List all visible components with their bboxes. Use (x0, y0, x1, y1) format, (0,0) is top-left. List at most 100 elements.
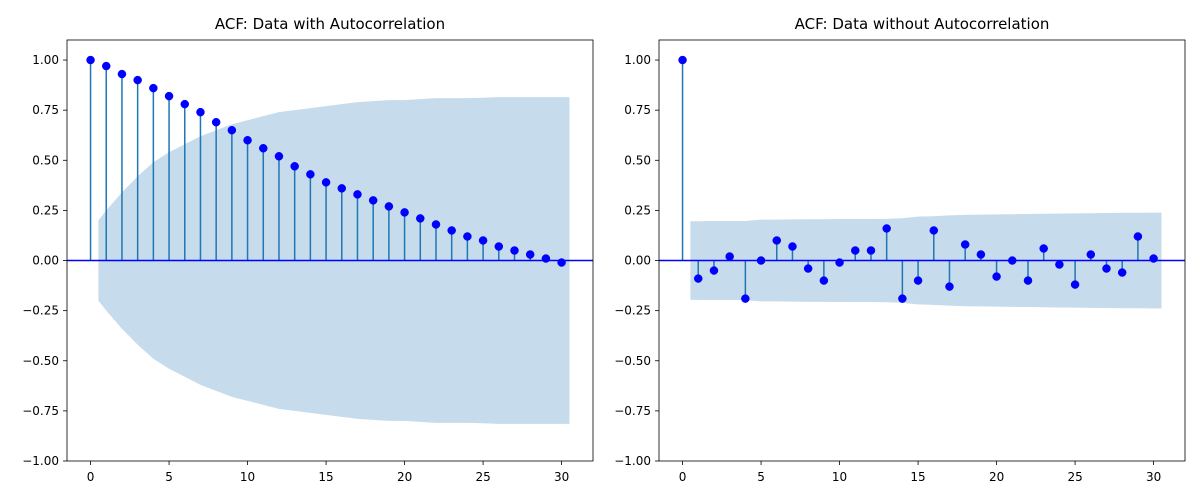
x-tick-label: 30 (1146, 470, 1161, 484)
y-tick-label: 0.75 (624, 103, 651, 117)
x-tick-label: 5 (757, 470, 765, 484)
acf-point (1070, 280, 1080, 289)
acf-point (541, 254, 551, 263)
y-tick-label: −1.00 (614, 454, 651, 468)
y-tick-label: 0.75 (32, 103, 59, 117)
acf-point (772, 236, 782, 245)
acf-point (117, 69, 127, 79)
y-tick-label: 1.00 (32, 53, 59, 67)
acf-point (741, 294, 750, 303)
acf-point (898, 294, 907, 303)
y-tick-label: 0.50 (624, 153, 651, 167)
x-tick-label: 20 (989, 470, 1004, 484)
x-tick-label: 10 (240, 470, 255, 484)
acf-point (494, 242, 504, 251)
y-tick-label: 0.00 (624, 254, 651, 268)
acf-point (478, 236, 488, 245)
y-tick-label: −0.75 (22, 404, 59, 418)
axes-frame (658, 39, 1186, 462)
acf-point (1023, 276, 1033, 285)
acf-point (196, 107, 205, 117)
acf-panel-without-autocorrelation: 0 5 10 15 20 25 30 1.00 0.75 0.50 0.25 0.00 −0.25 −0.… (614, 15, 1186, 484)
x-tick-label: 30 (554, 470, 569, 484)
acf-point (694, 274, 703, 283)
chart-title: ACF: Data without Autocorrelation (795, 15, 1050, 33)
acf-point (835, 258, 844, 267)
acf-point (431, 220, 441, 229)
acf-point (243, 135, 252, 145)
y-tick-label: 0.25 (32, 203, 59, 217)
acf-point (819, 276, 829, 285)
acf-point (102, 61, 111, 71)
x-tick-label: 25 (1067, 470, 1082, 484)
y-tick-label: −0.25 (614, 304, 651, 318)
x-tick-label: 25 (475, 470, 490, 484)
axes-frame (66, 39, 594, 462)
acf-point (1039, 244, 1048, 253)
x-tick-label: 10 (832, 470, 847, 484)
chart-title: ACF: Data with Autocorrelation (215, 15, 445, 33)
acf-point (976, 250, 986, 259)
acf-point (945, 282, 954, 291)
acf-point (992, 272, 1001, 281)
acf-point (1086, 250, 1096, 259)
acf-point (510, 246, 519, 255)
acf-point (290, 162, 299, 171)
acf-point (1102, 264, 1111, 273)
y-tick-label: 0.00 (32, 254, 59, 268)
acf-point (447, 226, 456, 235)
acf-point (416, 214, 425, 223)
acf-point (306, 170, 315, 179)
acf-point (525, 250, 535, 259)
x-tick-label: 15 (318, 470, 333, 484)
x-tick-label: 5 (165, 470, 173, 484)
acf-point (321, 178, 331, 187)
acf-point (384, 202, 394, 211)
acf-point (1133, 232, 1143, 241)
y-tick-label: 0.25 (624, 203, 651, 217)
acf-point (788, 242, 797, 251)
y-tick-label: 1.00 (624, 53, 651, 67)
acf-point (227, 125, 237, 135)
acf-point (353, 190, 362, 199)
x-tick-label: 15 (910, 470, 925, 484)
acf-point (400, 208, 409, 217)
acf-point (463, 232, 472, 241)
acf-point (851, 246, 860, 255)
acf-point (180, 99, 190, 109)
acf-point (709, 266, 719, 275)
acf-point (259, 144, 268, 153)
acf-point (960, 240, 970, 249)
x-tick-label: 0 (679, 470, 687, 484)
y-tick-label: −0.75 (614, 404, 651, 418)
y-tick-label: −0.50 (22, 354, 59, 368)
acf-point (929, 226, 939, 235)
acf-point (1055, 260, 1064, 269)
y-tick-label: −0.50 (614, 354, 651, 368)
acf-point (882, 224, 891, 233)
y-tick-label: 0.50 (32, 153, 59, 167)
acf-point (1008, 256, 1017, 265)
acf-point (86, 55, 95, 65)
acf-point (164, 91, 174, 101)
acf-point (337, 184, 347, 193)
acf-point (803, 264, 813, 273)
acf-point (725, 252, 734, 261)
y-tick-label: −1.00 (22, 454, 59, 468)
acf-point (274, 152, 284, 161)
acf-point (368, 196, 378, 205)
acf-point (149, 83, 158, 93)
acf-point (678, 55, 687, 65)
x-tick-label: 0 (87, 470, 95, 484)
acf-point (756, 256, 766, 265)
y-tick-label: −0.25 (22, 304, 59, 318)
acf-point (913, 276, 923, 285)
acf-point (211, 117, 221, 127)
acf-point (557, 258, 566, 267)
acf-point (1117, 268, 1127, 277)
acf-panel-with-autocorrelation: 0 5 10 15 20 25 30 1.00 0.75 0.50 0.25 0.00 −0.25 −0.… (22, 15, 594, 484)
acf-point (133, 75, 142, 85)
x-tick-label: 20 (397, 470, 412, 484)
